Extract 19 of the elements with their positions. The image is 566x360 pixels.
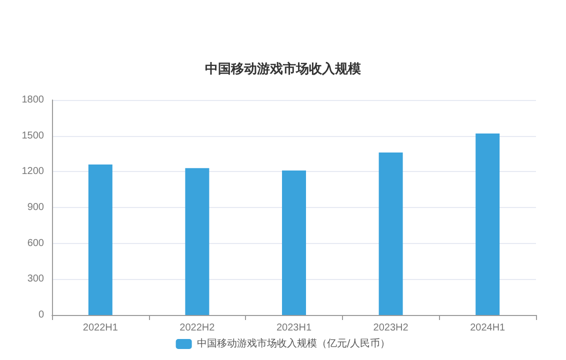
y-tick-label: 1800 [22, 94, 44, 106]
y-tick-label: 0 [38, 310, 44, 320]
x-tick-label: 2023H2 [373, 322, 409, 334]
x-tick-label: 2022H1 [82, 322, 118, 334]
legend-label: 中国移动游戏市场收入规模（亿元/人民币） [196, 338, 390, 350]
bar [378, 152, 403, 315]
x-tick-label: 2022H2 [180, 322, 216, 334]
y-tick-label: 600 [27, 238, 44, 249]
bar [88, 164, 112, 315]
bar [185, 168, 210, 315]
y-tick-label: 1200 [22, 166, 44, 178]
y-tick-label: 300 [27, 274, 44, 285]
y-tick-label: 1500 [22, 130, 44, 142]
bar [282, 170, 306, 315]
x-tick-label: 2023H1 [276, 322, 312, 334]
chart-title: 中国移动游戏市场收入规模 [205, 61, 361, 77]
y-tick-label: 900 [27, 202, 44, 213]
bar [476, 133, 500, 315]
x-tick-label: 2024H1 [470, 322, 506, 334]
